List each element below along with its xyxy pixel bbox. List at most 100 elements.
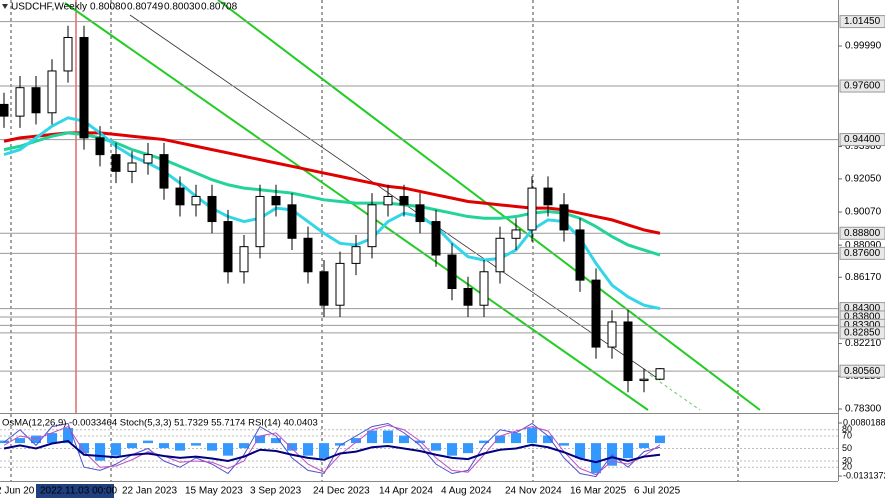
candle-body	[639, 378, 649, 382]
osma-bar	[63, 428, 73, 444]
candle-body	[223, 221, 233, 273]
candle-body	[63, 36, 73, 72]
candle-body	[271, 195, 281, 206]
osma-bar	[383, 430, 393, 444]
osma-bar	[191, 443, 201, 446]
y-tick-label: 0.78300	[845, 404, 882, 415]
x-tick-label: 14 Apr 2024	[379, 486, 433, 497]
osma-bar	[271, 438, 281, 444]
osma-bar	[463, 443, 473, 454]
y-tick-label: 0.0080188	[843, 417, 885, 427]
osma-bar	[255, 435, 265, 444]
indicator-pane	[0, 422, 838, 478]
header: USDCHF,Weekly 0.80080 0.80749 0.80030 0.…	[2, 2, 318, 429]
separators	[10, 0, 739, 481]
candle-body	[495, 237, 505, 273]
oscillator-line	[3, 422, 661, 478]
y-tick-label: 0.82210	[845, 338, 882, 349]
x-tick-label: 15 May 2023	[185, 486, 243, 497]
candle-body	[511, 229, 521, 239]
trend-line	[129, 14, 661, 381]
candle-body	[159, 154, 169, 189]
level-label: 0.97600	[844, 81, 881, 92]
x-tick-label: 6 Jul 2025	[634, 486, 681, 497]
candle-body	[335, 262, 345, 306]
candle-body	[575, 229, 585, 281]
indicator-title: OsMA(12,26,9) -0.0033464 Stoch(5,3,3) 51…	[2, 418, 318, 429]
menu-icon[interactable]	[2, 4, 8, 9]
level-label: 1.01450	[844, 16, 881, 27]
candle-body	[191, 195, 201, 206]
osma-bar	[367, 430, 377, 444]
osma-bar	[47, 433, 57, 444]
osma-bar	[287, 443, 297, 451]
osma-bar	[511, 433, 521, 444]
x-tick-label: 22 Jan 2023	[122, 486, 177, 497]
candle-body	[383, 195, 393, 206]
level-label-box	[839, 226, 885, 240]
osma-bar	[111, 443, 121, 456]
price-plot	[0, 21, 838, 393]
y-tick-label: 0.99990	[845, 41, 882, 52]
candle-body	[287, 204, 297, 239]
y-tick-label: 0.90070	[845, 207, 882, 218]
osma-bar	[95, 443, 105, 461]
x-tick-label: 4 Aug 2024	[441, 486, 492, 497]
level-label-box	[839, 364, 885, 378]
candle-body	[431, 221, 441, 256]
level-label: 0.83800	[844, 312, 881, 323]
ohlc-high: 0.80749	[127, 2, 164, 13]
y-tick-label: 70	[842, 430, 852, 440]
osma-bar	[207, 443, 217, 451]
candle-body	[351, 246, 361, 264]
y-tick-label: 0.86170	[845, 272, 882, 283]
osma-bar	[527, 428, 537, 444]
level-label: 0.83300	[844, 320, 881, 331]
candle-body	[479, 271, 489, 306]
candle-body	[303, 237, 313, 273]
candle-body	[623, 321, 633, 382]
oscillator-line	[3, 439, 661, 464]
osma-bar	[143, 440, 153, 444]
level-label-box	[839, 15, 885, 29]
osma-bar	[479, 440, 489, 444]
level-label-box	[839, 246, 885, 260]
candle-body	[527, 187, 537, 231]
osma-bar	[495, 435, 505, 444]
level-label: 0.82850	[844, 327, 881, 338]
moving-average	[3, 116, 661, 311]
osma-bar	[79, 443, 89, 454]
candle-body	[559, 204, 569, 231]
candle-body	[15, 87, 25, 117]
candle-body	[127, 162, 137, 172]
y-tick-label: 0.88090	[845, 240, 882, 251]
osma-bar	[447, 443, 457, 456]
cursor-label-box	[36, 484, 114, 498]
osma-bar	[239, 443, 249, 449]
x-tick-label: 16 Mar 2025	[570, 486, 627, 497]
osma-bar	[575, 443, 585, 459]
y-tick-label: 0.93980	[845, 141, 882, 152]
candle-body	[0, 103, 9, 117]
osma-bar	[319, 443, 329, 459]
candle-body	[79, 36, 89, 139]
candle-body	[143, 154, 153, 164]
candle-body	[319, 271, 329, 306]
candle-body	[543, 187, 553, 206]
x-tick-label: 2 Jun 20	[0, 486, 35, 497]
osma-bar	[159, 443, 169, 449]
osma-bar	[303, 443, 313, 456]
candle-body	[607, 321, 617, 348]
candle-body	[31, 87, 41, 114]
channel-line	[64, 2, 649, 411]
osma-bar	[655, 435, 665, 444]
x-tick-label: 24 Dec 2023	[313, 486, 370, 497]
ohlc-open: 0.80080	[90, 2, 127, 13]
candle-body	[207, 195, 217, 223]
y-tick-label: 80	[842, 424, 852, 434]
level-label-box	[839, 326, 885, 340]
osma-bar	[15, 438, 25, 444]
y-tick-label: 30	[842, 455, 852, 465]
ohlc-close: 0.80708	[201, 2, 238, 13]
